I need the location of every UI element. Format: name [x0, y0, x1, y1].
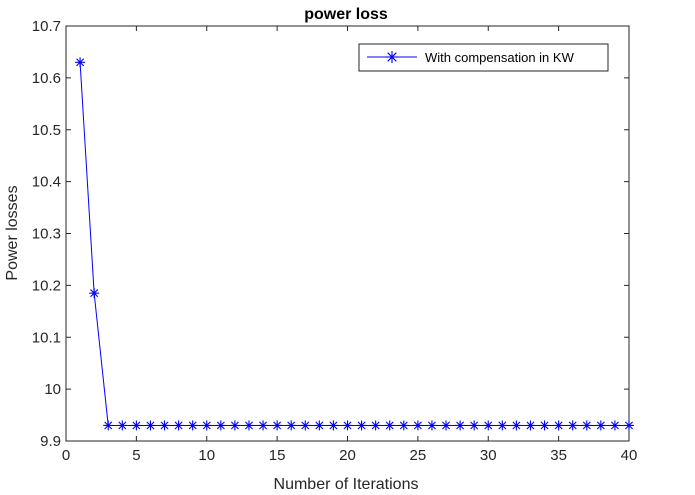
- x-axis-label: Number of Iterations: [274, 476, 419, 493]
- y-axis: 9.9 10 10.1 10.2 10.3 10.4 10.5 10.6 10.7: [32, 18, 629, 450]
- data-point: [131, 420, 142, 431]
- plot-area: [65, 25, 630, 442]
- data-point: [511, 420, 522, 431]
- data-point: [497, 420, 508, 431]
- y-tick-label: 9.9: [40, 433, 61, 450]
- data-point: [89, 288, 100, 299]
- x-tick-label: 35: [550, 447, 567, 464]
- data-point: [553, 420, 564, 431]
- data-point: [356, 420, 367, 431]
- data-point: [187, 420, 198, 431]
- data-point: [525, 420, 536, 431]
- series-line: [79, 62, 629, 426]
- x-tick-label: 15: [269, 447, 286, 464]
- data-point: [300, 420, 311, 431]
- x-tick-label: 5: [132, 447, 140, 464]
- data-point: [229, 420, 240, 431]
- y-tick-label: 10.5: [32, 122, 61, 139]
- data-point: [258, 420, 269, 431]
- y-tick-label: 10.3: [32, 226, 61, 243]
- series-layer: [75, 57, 634, 431]
- data-point: [328, 420, 339, 431]
- data-point: [286, 420, 297, 431]
- data-point: [272, 420, 283, 431]
- data-point: [469, 420, 480, 431]
- data-point: [386, 51, 398, 63]
- data-point: [441, 420, 452, 431]
- data-point: [483, 420, 494, 431]
- x-tick-label: 20: [339, 447, 356, 464]
- legend-label: With compensation in KW: [425, 50, 575, 65]
- x-tick-label: 0: [62, 447, 70, 464]
- data-point: [370, 420, 381, 431]
- data-point: [624, 420, 634, 431]
- x-tick-label: 40: [621, 447, 638, 464]
- x-axis: 0 5 10 15 20 25 30 35 40: [62, 26, 638, 464]
- data-point: [539, 420, 550, 431]
- y-tick-label: 10.6: [32, 70, 61, 87]
- data-point: [595, 420, 606, 431]
- data-point: [314, 420, 325, 431]
- y-tick-label: 10.7: [32, 18, 61, 35]
- chart-title: power loss: [304, 6, 388, 23]
- x-tick-label: 25: [410, 447, 427, 464]
- legend-marker: [386, 51, 398, 63]
- data-point: [75, 57, 86, 68]
- data-point: [398, 420, 409, 431]
- data-point: [215, 420, 226, 431]
- data-point: [103, 420, 114, 431]
- y-tick-label: 10.2: [32, 277, 61, 294]
- x-tick-label: 30: [480, 447, 497, 464]
- data-point: [384, 420, 395, 431]
- data-point: [609, 420, 620, 431]
- x-tick-label: 10: [198, 447, 215, 464]
- data-point: [117, 420, 128, 431]
- data-point: [243, 420, 254, 431]
- data-point: [412, 420, 423, 431]
- data-point: [173, 420, 184, 431]
- y-tick-label: 10: [44, 381, 61, 398]
- data-point: [342, 420, 353, 431]
- legend: With compensation in KW: [358, 43, 609, 72]
- data-point: [201, 420, 212, 431]
- y-tick-label: 10.4: [32, 174, 61, 191]
- y-axis-label: Power losses: [4, 185, 21, 280]
- data-point: [426, 420, 437, 431]
- data-point: [159, 420, 170, 431]
- data-point: [567, 420, 578, 431]
- data-point: [455, 420, 466, 431]
- y-tick-label: 10.1: [32, 329, 61, 346]
- axes-box: [65, 25, 630, 442]
- data-point: [581, 420, 592, 431]
- data-point: [145, 420, 156, 431]
